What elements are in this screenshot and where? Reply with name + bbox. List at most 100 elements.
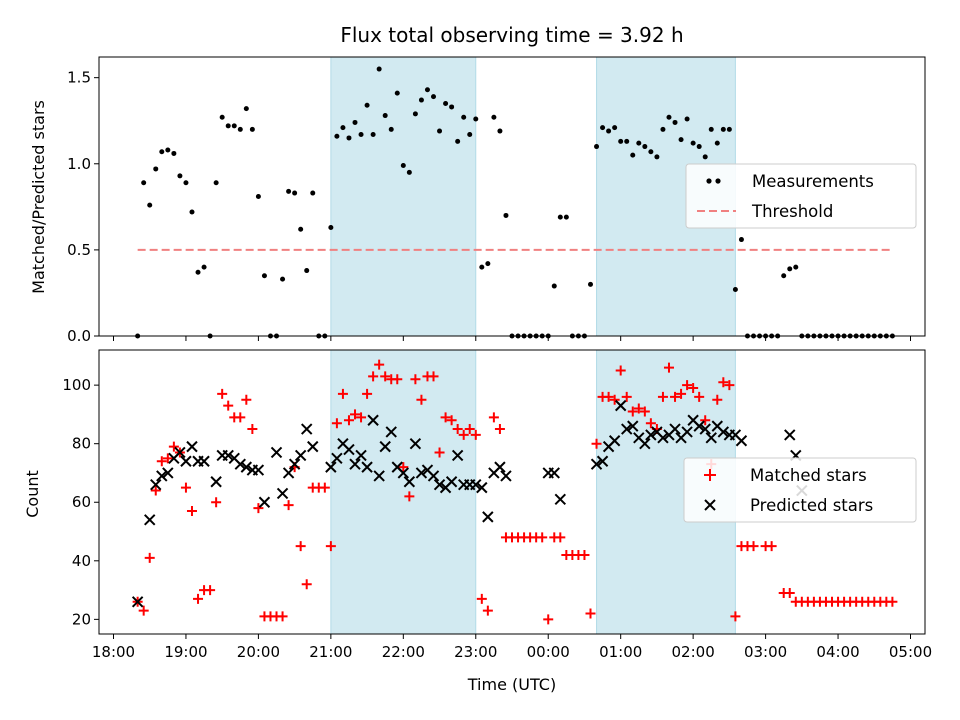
measurement-point bbox=[147, 202, 153, 208]
measurement-point bbox=[376, 66, 382, 72]
measurement-point bbox=[159, 149, 165, 155]
matched-star-point bbox=[223, 400, 234, 411]
matched-star-point bbox=[621, 391, 632, 402]
shaded-interval bbox=[330, 56, 477, 337]
measurement-point bbox=[400, 163, 406, 168]
predicted-star-point bbox=[325, 461, 337, 473]
predicted-star-point bbox=[301, 423, 313, 435]
predicted-star-point bbox=[451, 449, 464, 462]
measurement-point bbox=[328, 225, 334, 230]
predicted-star-point bbox=[645, 429, 657, 441]
matched-star-point bbox=[150, 485, 161, 496]
measurement-point bbox=[298, 226, 304, 232]
matched-star-point bbox=[603, 391, 614, 402]
matched-star-point bbox=[766, 541, 777, 552]
measurement-point bbox=[280, 276, 286, 282]
matched-star-point bbox=[682, 380, 693, 391]
matched-star-point bbox=[688, 383, 699, 394]
measurement-point bbox=[304, 268, 310, 274]
measurement-point bbox=[551, 283, 557, 289]
measurement-point bbox=[666, 114, 672, 120]
predicted-star-point bbox=[717, 426, 730, 438]
matched-star-point bbox=[138, 605, 149, 616]
measurement-point bbox=[455, 138, 461, 144]
bottom-y-tick-label: 60 bbox=[72, 493, 91, 511]
matched-star-point bbox=[488, 412, 499, 423]
measurement-point bbox=[690, 140, 696, 146]
matched-star-point bbox=[458, 429, 469, 440]
matched-star-point bbox=[663, 362, 674, 373]
measurement-point bbox=[292, 190, 298, 196]
predicted-star-point bbox=[403, 476, 416, 488]
predicted-star-point bbox=[699, 423, 711, 435]
measurement-point bbox=[654, 154, 660, 160]
matched-star-point bbox=[343, 415, 354, 426]
measurement-point bbox=[431, 94, 437, 100]
legend-matched-label: Matched stars bbox=[750, 466, 867, 485]
predicted-star-point bbox=[693, 420, 705, 432]
legend-predicted-label: Predicted stars bbox=[750, 496, 873, 515]
matched-star-point bbox=[464, 424, 475, 435]
top-panel: 0.0 0.5 1.0 1.5 Flux total observing time =… bbox=[29, 23, 926, 345]
predicted-star-point bbox=[639, 437, 651, 450]
measurement-point bbox=[672, 119, 678, 125]
measurement-point bbox=[388, 126, 394, 132]
measurement-point bbox=[412, 111, 418, 117]
predicted-star-point bbox=[784, 429, 796, 441]
predicted-star-point bbox=[258, 496, 271, 508]
measurement-point bbox=[612, 125, 618, 131]
measurement-point bbox=[201, 264, 207, 270]
predicted-star-point bbox=[500, 470, 512, 482]
matched-star-point bbox=[452, 424, 463, 435]
predicted-star-point bbox=[373, 470, 385, 482]
x-tick-label: 21:00 bbox=[309, 643, 352, 661]
measurement-point bbox=[648, 149, 654, 155]
matched-star-point bbox=[350, 409, 361, 420]
matched-star-point bbox=[211, 497, 222, 508]
measurement-point bbox=[720, 126, 726, 132]
measurement-point bbox=[497, 128, 503, 134]
measurement-point bbox=[606, 128, 612, 134]
predicted-star-point bbox=[433, 478, 446, 491]
x-tick-label: 18:00 bbox=[92, 643, 135, 661]
x-tick-label: 02:00 bbox=[672, 643, 715, 661]
top-y-axis-label: Matched/Predicted stars bbox=[29, 100, 48, 294]
measurement-point bbox=[732, 287, 738, 292]
measurement-point bbox=[443, 101, 449, 106]
matched-star-point bbox=[657, 391, 668, 402]
predicted-star-point bbox=[288, 458, 301, 470]
x-tick-label: 03:00 bbox=[744, 643, 787, 661]
predicted-star-point bbox=[627, 420, 639, 432]
matched-star-point bbox=[446, 415, 457, 426]
predicted-star-point bbox=[548, 467, 560, 479]
predicted-star-point bbox=[307, 440, 319, 453]
matched-star-point bbox=[609, 394, 620, 405]
predicted-star-point bbox=[494, 461, 506, 473]
measurement-point bbox=[696, 144, 702, 150]
predicted-star-point bbox=[735, 435, 748, 447]
matched-star-point bbox=[730, 611, 741, 622]
predicted-star-point bbox=[476, 481, 488, 494]
measurement-point bbox=[793, 264, 799, 270]
matched-star-point bbox=[356, 412, 367, 423]
predicted-star-point bbox=[210, 476, 222, 488]
bottom-panel: 20 40 60 80 100 18:00 19:00 20:00 21:00 22:00 23:… bbox=[23, 349, 932, 694]
measurement-point bbox=[461, 114, 467, 120]
measurement-point bbox=[346, 135, 352, 141]
matched-star-point bbox=[362, 388, 373, 399]
measurement-point bbox=[467, 132, 473, 137]
matched-star-point bbox=[676, 388, 687, 399]
measurement-point bbox=[165, 147, 171, 153]
x-tick-label: 01:00 bbox=[599, 643, 642, 661]
predicted-star-point bbox=[397, 467, 410, 479]
matched-star-point bbox=[494, 424, 505, 435]
predicted-star-point bbox=[614, 399, 627, 412]
predicted-star-point bbox=[681, 426, 693, 438]
measurement-point bbox=[177, 173, 183, 179]
bottom-y-axis-label: Count bbox=[23, 470, 42, 518]
predicted-star-point bbox=[409, 437, 422, 450]
measurement-point bbox=[255, 194, 261, 199]
predicted-star-point bbox=[470, 478, 482, 491]
measurement-point bbox=[243, 106, 249, 112]
measurement-point bbox=[630, 152, 636, 158]
